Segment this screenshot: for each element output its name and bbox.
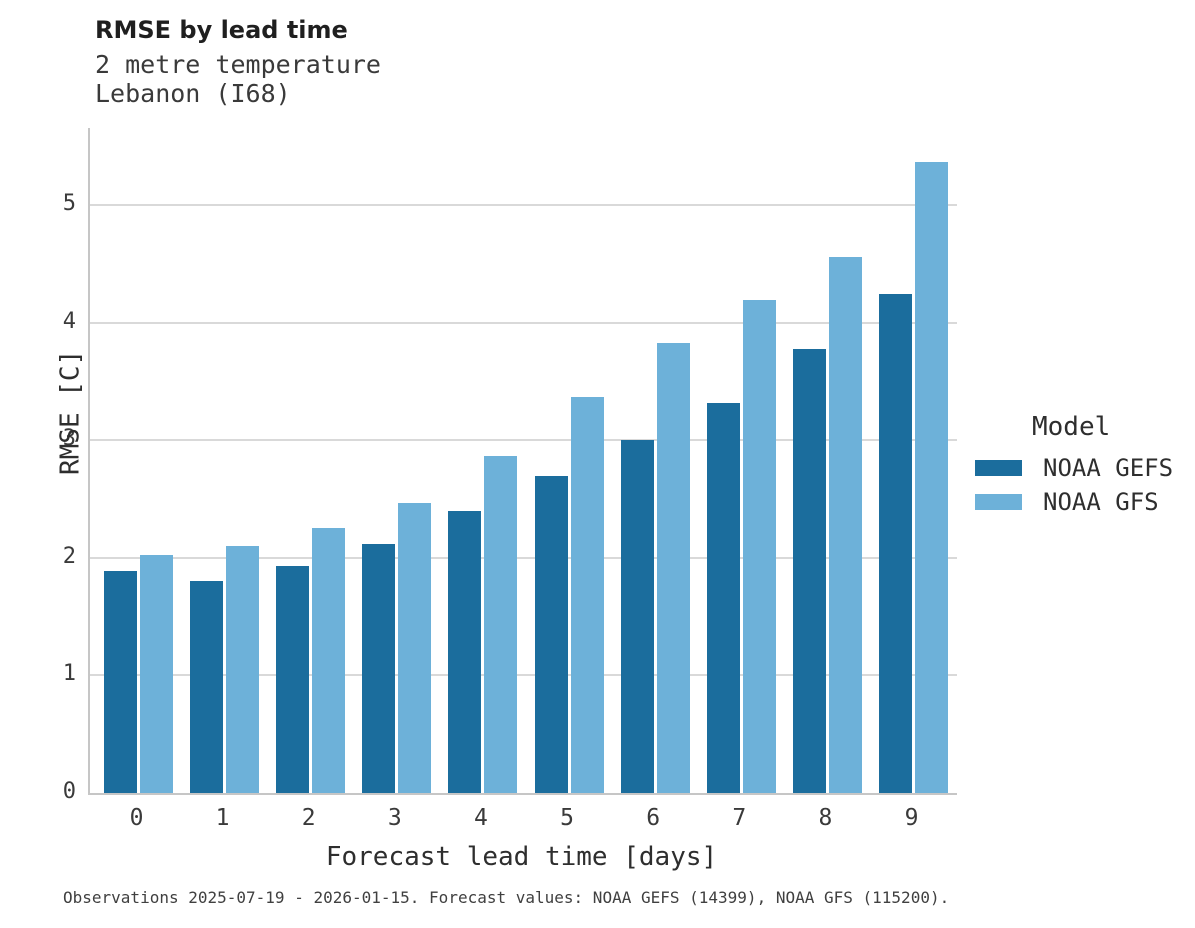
x-tick-label-9: 9: [904, 805, 919, 831]
y-tick-label-4: 4: [62, 308, 76, 334]
legend-swatch-noaa-gfs: [975, 494, 1022, 510]
y-tick-label-1: 1: [62, 661, 76, 687]
bar-noaa-gefs-day-2: [276, 566, 310, 793]
x-tick-label-7: 7: [732, 805, 747, 831]
y-tick-label-5: 5: [62, 191, 76, 217]
chart-title: RMSE by lead time: [95, 16, 348, 44]
gridline-y-5: [90, 204, 957, 207]
x-tick-label-5: 5: [560, 805, 575, 831]
x-tick-label-2: 2: [301, 805, 316, 831]
gridline-y-4: [90, 321, 957, 324]
bar-noaa-gefs-day-4: [448, 510, 482, 793]
bar-noaa-gefs-day-9: [879, 294, 913, 793]
bar-noaa-gfs-day-9: [915, 161, 949, 793]
bar-noaa-gefs-day-1: [190, 581, 224, 793]
y-tick-label-2: 2: [62, 543, 76, 569]
subtitle-location: Lebanon (I68): [95, 79, 291, 108]
legend-item-noaa-gefs: NOAA GEFS: [975, 454, 1173, 482]
bar-noaa-gefs-day-6: [620, 440, 654, 793]
x-tick-label-6: 6: [646, 805, 661, 831]
x-tick-label-3: 3: [387, 805, 402, 831]
x-tick-label-0: 0: [129, 805, 144, 831]
legend-label-noaa-gefs: NOAA GEFS: [1043, 454, 1174, 482]
x-tick-label-8: 8: [818, 805, 833, 831]
x-tick-label-4: 4: [474, 805, 488, 831]
y-axis-title: RMSE [C]: [55, 349, 86, 475]
bar-noaa-gfs-day-3: [398, 502, 432, 793]
legend-swatch-noaa-gefs: [975, 460, 1022, 476]
plot-area: [88, 128, 957, 795]
bar-noaa-gfs-day-4: [484, 455, 518, 793]
legend-title: Model: [1032, 412, 1111, 442]
bar-noaa-gfs-day-2: [312, 528, 346, 793]
gridline-y-2: [90, 556, 957, 559]
x-tick-label-1: 1: [215, 805, 230, 831]
x-axis-title: Forecast lead time [days]: [325, 842, 718, 872]
figure-caption: Observations 2025-07-19 - 2026-01-15. Fo…: [63, 888, 950, 907]
y-tick-label-3: 3: [62, 426, 76, 452]
y-tick-label-0: 0: [62, 779, 76, 804]
bar-noaa-gfs-day-8: [828, 256, 862, 793]
chart-subtitle: 2 metre temperature Lebanon (I68): [95, 50, 381, 108]
gridline-y-3: [90, 439, 957, 442]
bar-noaa-gfs-day-1: [226, 546, 260, 793]
bar-noaa-gfs-day-0: [140, 555, 173, 793]
bar-noaa-gfs-day-6: [656, 342, 690, 793]
bar-noaa-gefs-day-5: [534, 475, 568, 793]
bar-noaa-gefs-day-0: [104, 570, 137, 793]
gridline-y-1: [90, 674, 957, 677]
bar-noaa-gfs-day-5: [570, 396, 604, 793]
legend-item-noaa-gfs: NOAA GFS: [975, 488, 1159, 516]
legend-label-noaa-gfs: NOAA GFS: [1043, 488, 1159, 516]
subtitle-variable: 2 metre temperature: [95, 50, 381, 79]
bar-noaa-gefs-day-8: [792, 348, 826, 793]
bar-noaa-gfs-day-7: [742, 300, 776, 793]
bar-noaa-gefs-day-3: [362, 543, 396, 793]
bar-noaa-gefs-day-7: [706, 402, 740, 793]
